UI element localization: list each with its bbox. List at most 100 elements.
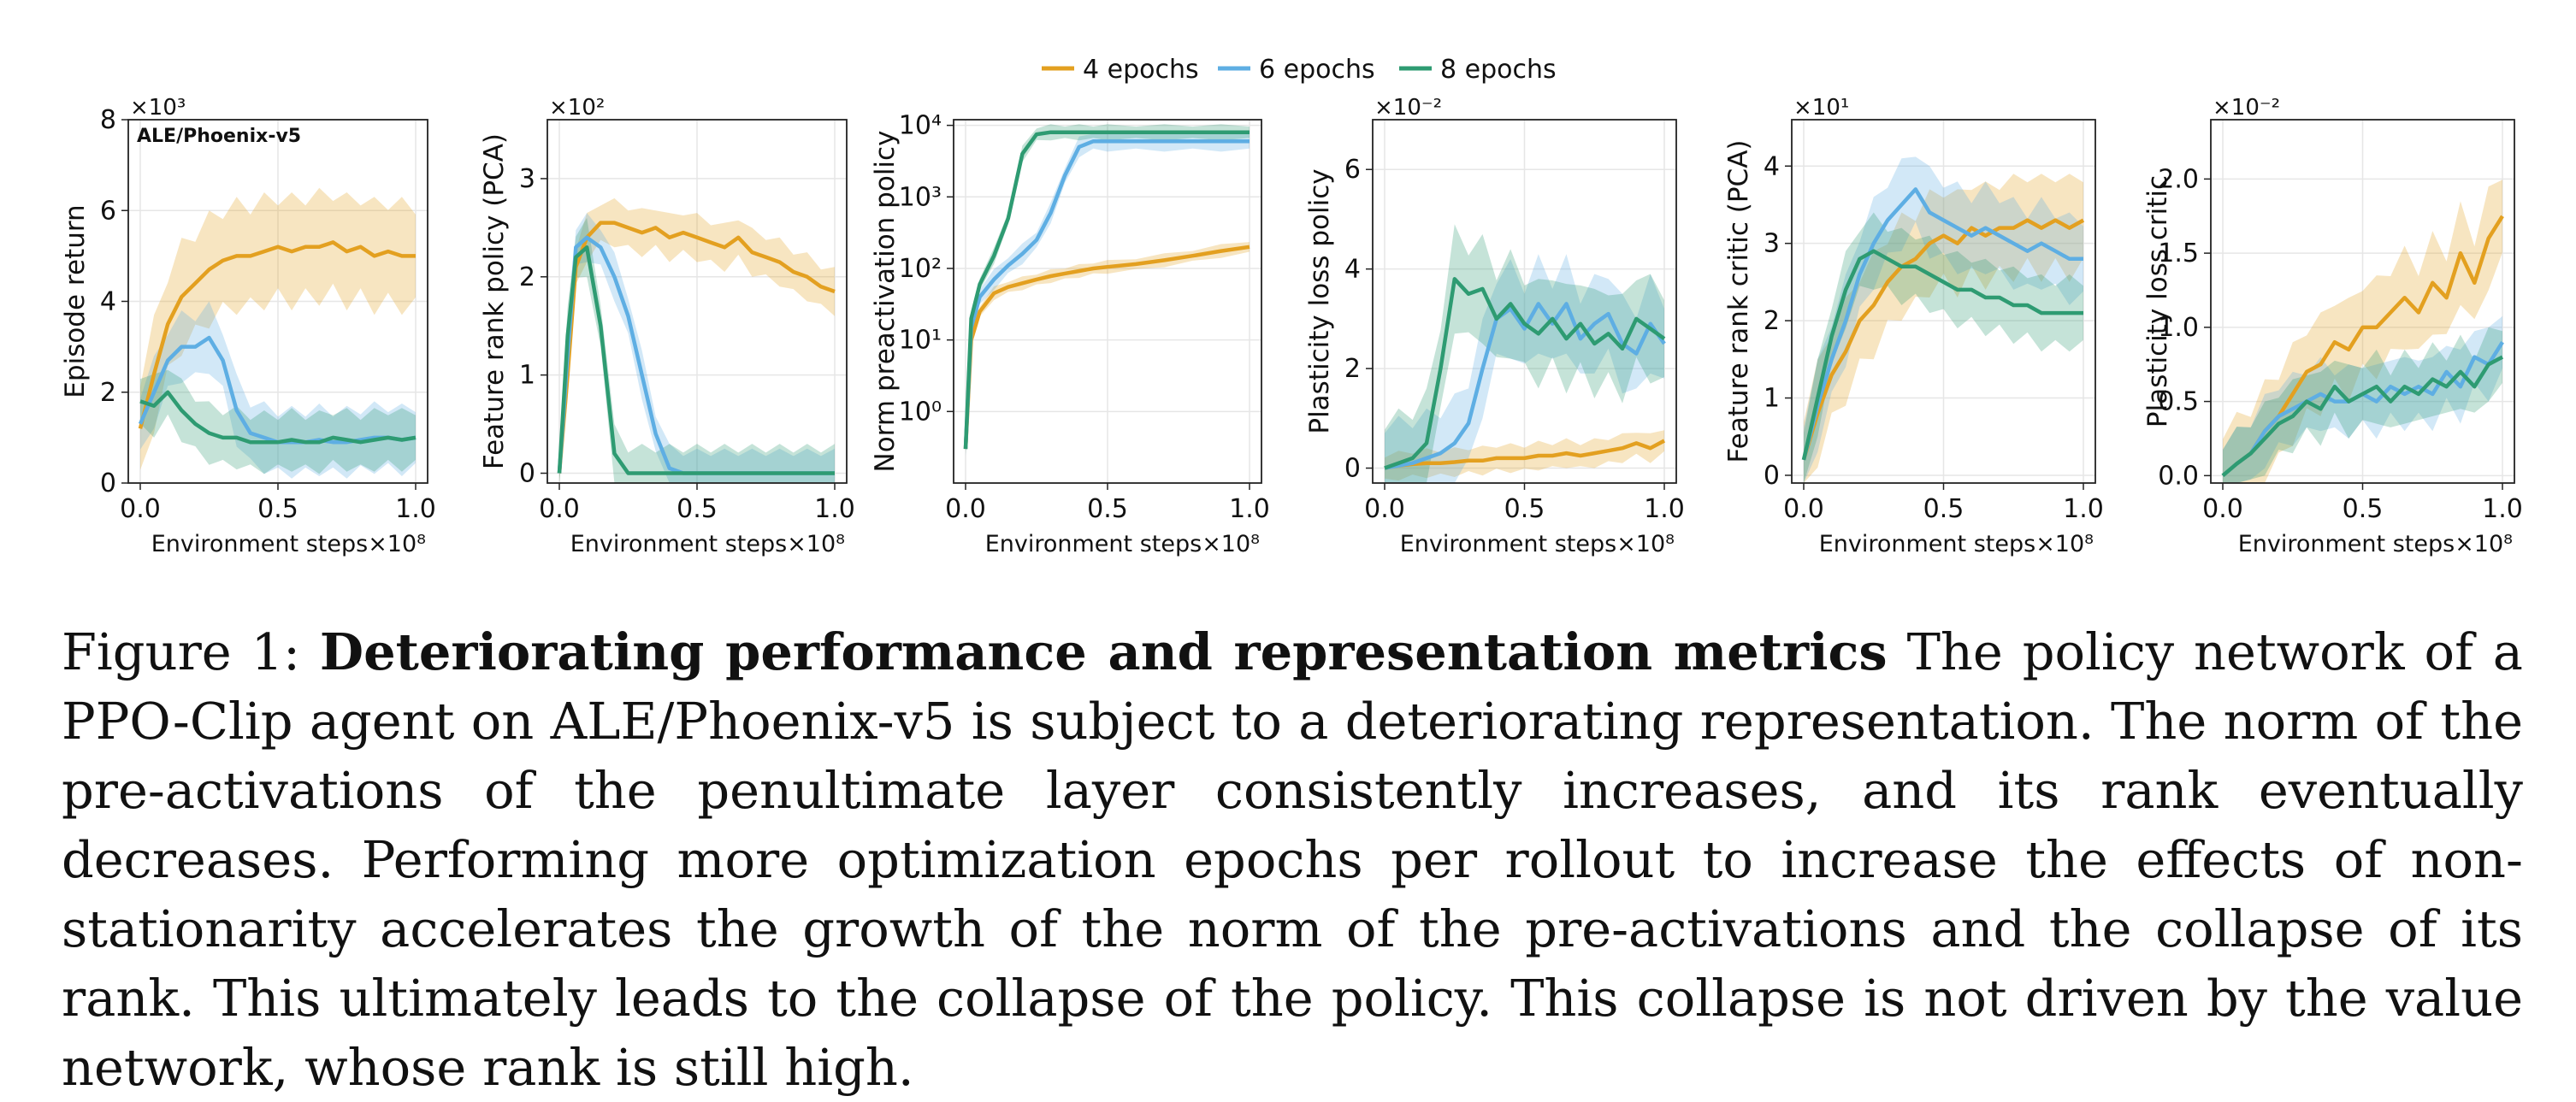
x-tick-label: 0.5 [257, 494, 298, 524]
y-tick-label: 3 [1764, 229, 1780, 259]
plot-area [963, 124, 1250, 457]
band-4-epochs [1385, 430, 1664, 481]
x-tick-label: 0.0 [2202, 494, 2243, 524]
x-tick-label: 1.0 [395, 494, 436, 524]
x-tick-label: 1.0 [1229, 494, 1270, 524]
line-4-epochs [1801, 218, 2085, 461]
line-8-epochs [557, 245, 835, 475]
axes-frame [953, 119, 1262, 484]
plot-area [138, 187, 417, 479]
x-tick-label: 0.0 [1783, 494, 1824, 524]
y-tick-label: 2 [519, 262, 535, 292]
legend-label: 8 epochs [1440, 55, 1557, 85]
x-tick-label: 0.5 [1504, 494, 1545, 524]
y-tick-label: 3 [519, 164, 535, 194]
line-6-epochs [1801, 187, 2083, 461]
x-tick-label: 0.5 [1087, 494, 1128, 524]
x-axis-label: Environment steps×10⁸ [2238, 531, 2513, 557]
axes-frame [2210, 119, 2515, 484]
x-tick-label: 0.0 [120, 494, 161, 524]
band-6-epochs [2223, 315, 2502, 483]
x-tick-label: 0.0 [1364, 494, 1405, 524]
x-axis-label: Environment steps×10⁸ [1819, 531, 2094, 557]
legend: 4 epochs 6 epochs 8 epochs [1042, 55, 1557, 85]
y-tick-label: 0 [1764, 461, 1780, 491]
band-4-epochs [559, 197, 835, 483]
line-4-epochs [1384, 439, 1666, 470]
y-tick-label: 1 [519, 361, 535, 391]
line-6-epochs [963, 138, 1250, 450]
band-8-epochs [140, 369, 416, 474]
axes-frame [1791, 119, 2096, 484]
band-4-epochs [140, 187, 416, 470]
plot-area [1801, 156, 2085, 483]
panel-title: ALE/Phoenix-v5 [137, 126, 301, 147]
axes-frame [127, 119, 428, 484]
line-8-epochs [139, 390, 417, 445]
y-tick-label: 0.0 [2158, 461, 2199, 491]
y-tick-label: 10² [899, 254, 942, 284]
y-tick-label: 2 [1764, 306, 1780, 336]
y-tick-label: 2 [100, 378, 116, 408]
x-tick-label: 0.5 [2343, 494, 2384, 524]
y-tick-label: 6 [100, 196, 116, 226]
chart-panel-4: 0.0 0.5 1.0 0 2 4 6 ×10⁻² Environment steps×10⁸ P… [1304, 95, 1685, 557]
line-8-epochs [1801, 249, 2083, 461]
figure-1: 4 epochs 6 epochs 8 epochs 0.0 0.5 1.0 0 2 4 6 8 ×… [60, 55, 2523, 557]
band-6-epochs [1385, 254, 1664, 483]
plot-area [557, 197, 836, 483]
y-tick-label: 1.5 [2158, 239, 2199, 268]
y-axis-label: Plasticity loss policy [1304, 168, 1335, 433]
y-multiplier: ×10³ [130, 95, 186, 121]
band-8-epochs [2223, 327, 2502, 483]
x-tick-label: 1.0 [2482, 494, 2523, 524]
line-6-epochs [1384, 302, 1666, 470]
band-8-epochs [559, 217, 835, 483]
plot-area [1384, 224, 1666, 483]
x-axis-label: Environment steps×10⁸ [985, 531, 1260, 557]
chart-panel-3: 0.0 0.5 1.0 10⁰ 10¹ 10² 10³ 10⁴ Environment step… [870, 111, 1270, 557]
y-tick-label: 2 [1344, 354, 1361, 384]
chart-panel-5: 0.0 0.5 1.0 0 1 2 3 4 ×10¹ Environment steps×10⁸ F… [1723, 95, 2104, 557]
y-tick-label: 4 [1764, 151, 1780, 181]
axes-frame [1372, 119, 1677, 484]
caption-title: Deteriorating performance and representa… [319, 622, 1888, 681]
y-tick-label: 10⁴ [899, 111, 942, 141]
x-tick-label: 0.5 [1923, 494, 1964, 524]
line-4-epochs [963, 245, 1250, 450]
x-tick-label: 1.0 [2063, 494, 2104, 524]
chart-panels: 0.0 0.5 1.0 0 2 4 6 8 ×10³ ALE/Phoenix-v5 Environm… [60, 95, 2523, 557]
line-8-epochs [2221, 355, 2504, 478]
axes-frame [547, 119, 848, 484]
y-tick-label: 4 [1344, 255, 1361, 285]
y-multiplier: ×10² [549, 95, 605, 121]
x-axis-label: Environment steps×10⁸ [151, 531, 426, 557]
line-8-epochs [963, 130, 1250, 450]
legend-label: 6 epochs [1259, 55, 1375, 85]
chart-panel-6: 0.0 0.5 1.0 0.0 0.5 1.0 1.5 2.0 ×10⁻² Environment… [2142, 95, 2523, 557]
y-tick-label: 0 [100, 468, 116, 498]
x-tick-label: 0.0 [945, 494, 986, 524]
x-tick-label: 0.5 [676, 494, 718, 524]
line-4-epochs [138, 240, 416, 429]
plot-area [2221, 180, 2504, 483]
band-8-epochs [1804, 212, 2083, 483]
x-axis-label: Environment steps×10⁸ [1400, 531, 1675, 557]
band-6-epochs [140, 301, 416, 479]
x-axis-label: Environment steps×10⁸ [570, 531, 845, 557]
y-axis-label: Feature rank policy (PCA) [479, 133, 510, 469]
chart-panel-1: 0.0 0.5 1.0 0 2 4 6 8 ×10³ ALE/Phoenix-v5 Environm… [60, 95, 436, 557]
y-multiplier: ×10⁻² [1374, 95, 1442, 121]
y-tick-label: 6 [1344, 155, 1361, 185]
y-tick-label: 10⁰ [899, 397, 942, 427]
band-4-epochs [1804, 174, 2083, 483]
y-tick-label: 10³ [899, 182, 942, 212]
figure-caption: Figure 1: Deteriorating performance and … [62, 617, 2523, 1102]
y-tick-label: 0 [519, 459, 535, 489]
y-axis-label: Norm preactivation policy [870, 131, 901, 473]
band-6-epochs [1804, 156, 2083, 483]
line-4-epochs [557, 221, 836, 474]
y-tick-label: 0 [1344, 454, 1361, 484]
y-tick-label: 2.0 [2158, 164, 2199, 194]
x-tick-label: 0.0 [539, 494, 580, 524]
